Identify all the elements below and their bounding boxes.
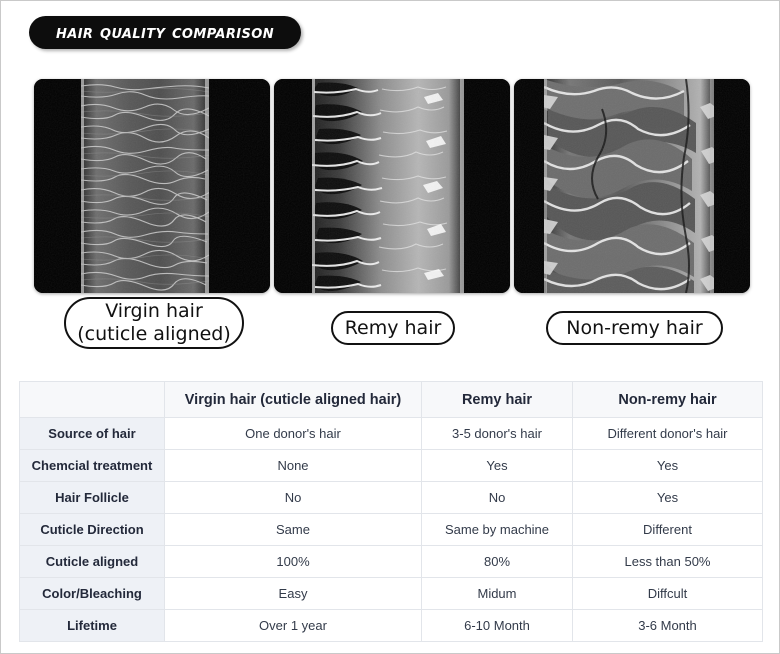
cell-virgin: None <box>164 449 422 482</box>
cell-remy: Same by machine <box>421 513 573 546</box>
virgin-hair-sem-micrograph <box>34 79 270 293</box>
cell-virgin: Same <box>164 513 422 546</box>
table-header-row: Virgin hair (cuticle aligned hair) Remy … <box>19 381 763 418</box>
table-row: Hair Follicle No No Yes <box>19 481 763 514</box>
non-remy-hair-sem-micrograph <box>514 79 750 293</box>
cell-virgin: No <box>164 481 422 514</box>
cell-virgin: One donor's hair <box>164 417 422 450</box>
micrograph-row <box>34 79 750 293</box>
hair-comparison-table: Virgin hair (cuticle aligned hair) Remy … <box>19 381 763 642</box>
row-label: Cuticle Direction <box>19 513 165 546</box>
cell-remy: Yes <box>421 449 573 482</box>
cell-remy: 80% <box>421 545 573 578</box>
cell-virgin: Over 1 year <box>164 609 422 642</box>
table-body: Source of hair One donor's hair 3-5 dono… <box>19 417 763 642</box>
page-title-pill: Hair quality comparison <box>29 16 301 49</box>
table-row: Cuticle aligned 100% 80% Less than 50% <box>19 545 763 578</box>
table-row: Chemcial treatment None Yes Yes <box>19 449 763 482</box>
cell-nonremy: Different donor's hair <box>572 417 763 450</box>
cell-virgin: Easy <box>164 577 422 610</box>
cell-nonremy: 3-6 Month <box>572 609 763 642</box>
table-header-corner <box>19 381 165 418</box>
virgin-hair-image <box>34 79 270 293</box>
caption-line: Remy hair <box>344 316 442 339</box>
cell-nonremy: Less than 50% <box>572 545 763 578</box>
remy-hair-image <box>274 79 510 293</box>
row-label: Lifetime <box>19 609 165 642</box>
cell-nonremy: Diffcult <box>572 577 763 610</box>
cell-remy: 3-5 donor's hair <box>421 417 573 450</box>
cell-nonremy: Different <box>572 513 763 546</box>
caption-non-remy-hair: Non-remy hair <box>546 311 723 345</box>
row-label: Source of hair <box>19 417 165 450</box>
table-header-nonremy: Non-remy hair <box>572 381 763 418</box>
non-remy-hair-image <box>514 79 750 293</box>
caption-line: Non-remy hair <box>566 316 703 339</box>
row-label: Cuticle aligned <box>19 545 165 578</box>
table-header-virgin: Virgin hair (cuticle aligned hair) <box>164 381 422 418</box>
page-title: Hair quality comparison <box>55 22 275 43</box>
row-label: Hair Follicle <box>19 481 165 514</box>
row-label: Color/Bleaching <box>19 577 165 610</box>
table-row: Cuticle Direction Same Same by machine D… <box>19 513 763 546</box>
row-label: Chemcial treatment <box>19 449 165 482</box>
table-header: Virgin hair (cuticle aligned hair) Remy … <box>19 381 763 418</box>
table-header-remy: Remy hair <box>421 381 573 418</box>
cell-remy: No <box>421 481 573 514</box>
remy-hair-sem-micrograph <box>274 79 510 293</box>
cell-virgin: 100% <box>164 545 422 578</box>
table-row: Color/Bleaching Easy Midum Diffcult <box>19 577 763 610</box>
table-row: Lifetime Over 1 year 6-10 Month 3-6 Mont… <box>19 609 763 642</box>
caption-line: (cuticle aligned) <box>77 323 231 345</box>
caption-remy-hair: Remy hair <box>331 311 455 345</box>
cell-remy: Midum <box>421 577 573 610</box>
cell-nonremy: Yes <box>572 481 763 514</box>
table-row: Source of hair One donor's hair 3-5 dono… <box>19 417 763 450</box>
cell-remy: 6-10 Month <box>421 609 573 642</box>
caption-virgin-hair: Virgin hair (cuticle aligned) <box>64 297 244 349</box>
cell-nonremy: Yes <box>572 449 763 482</box>
caption-line: Virgin hair <box>105 300 203 322</box>
